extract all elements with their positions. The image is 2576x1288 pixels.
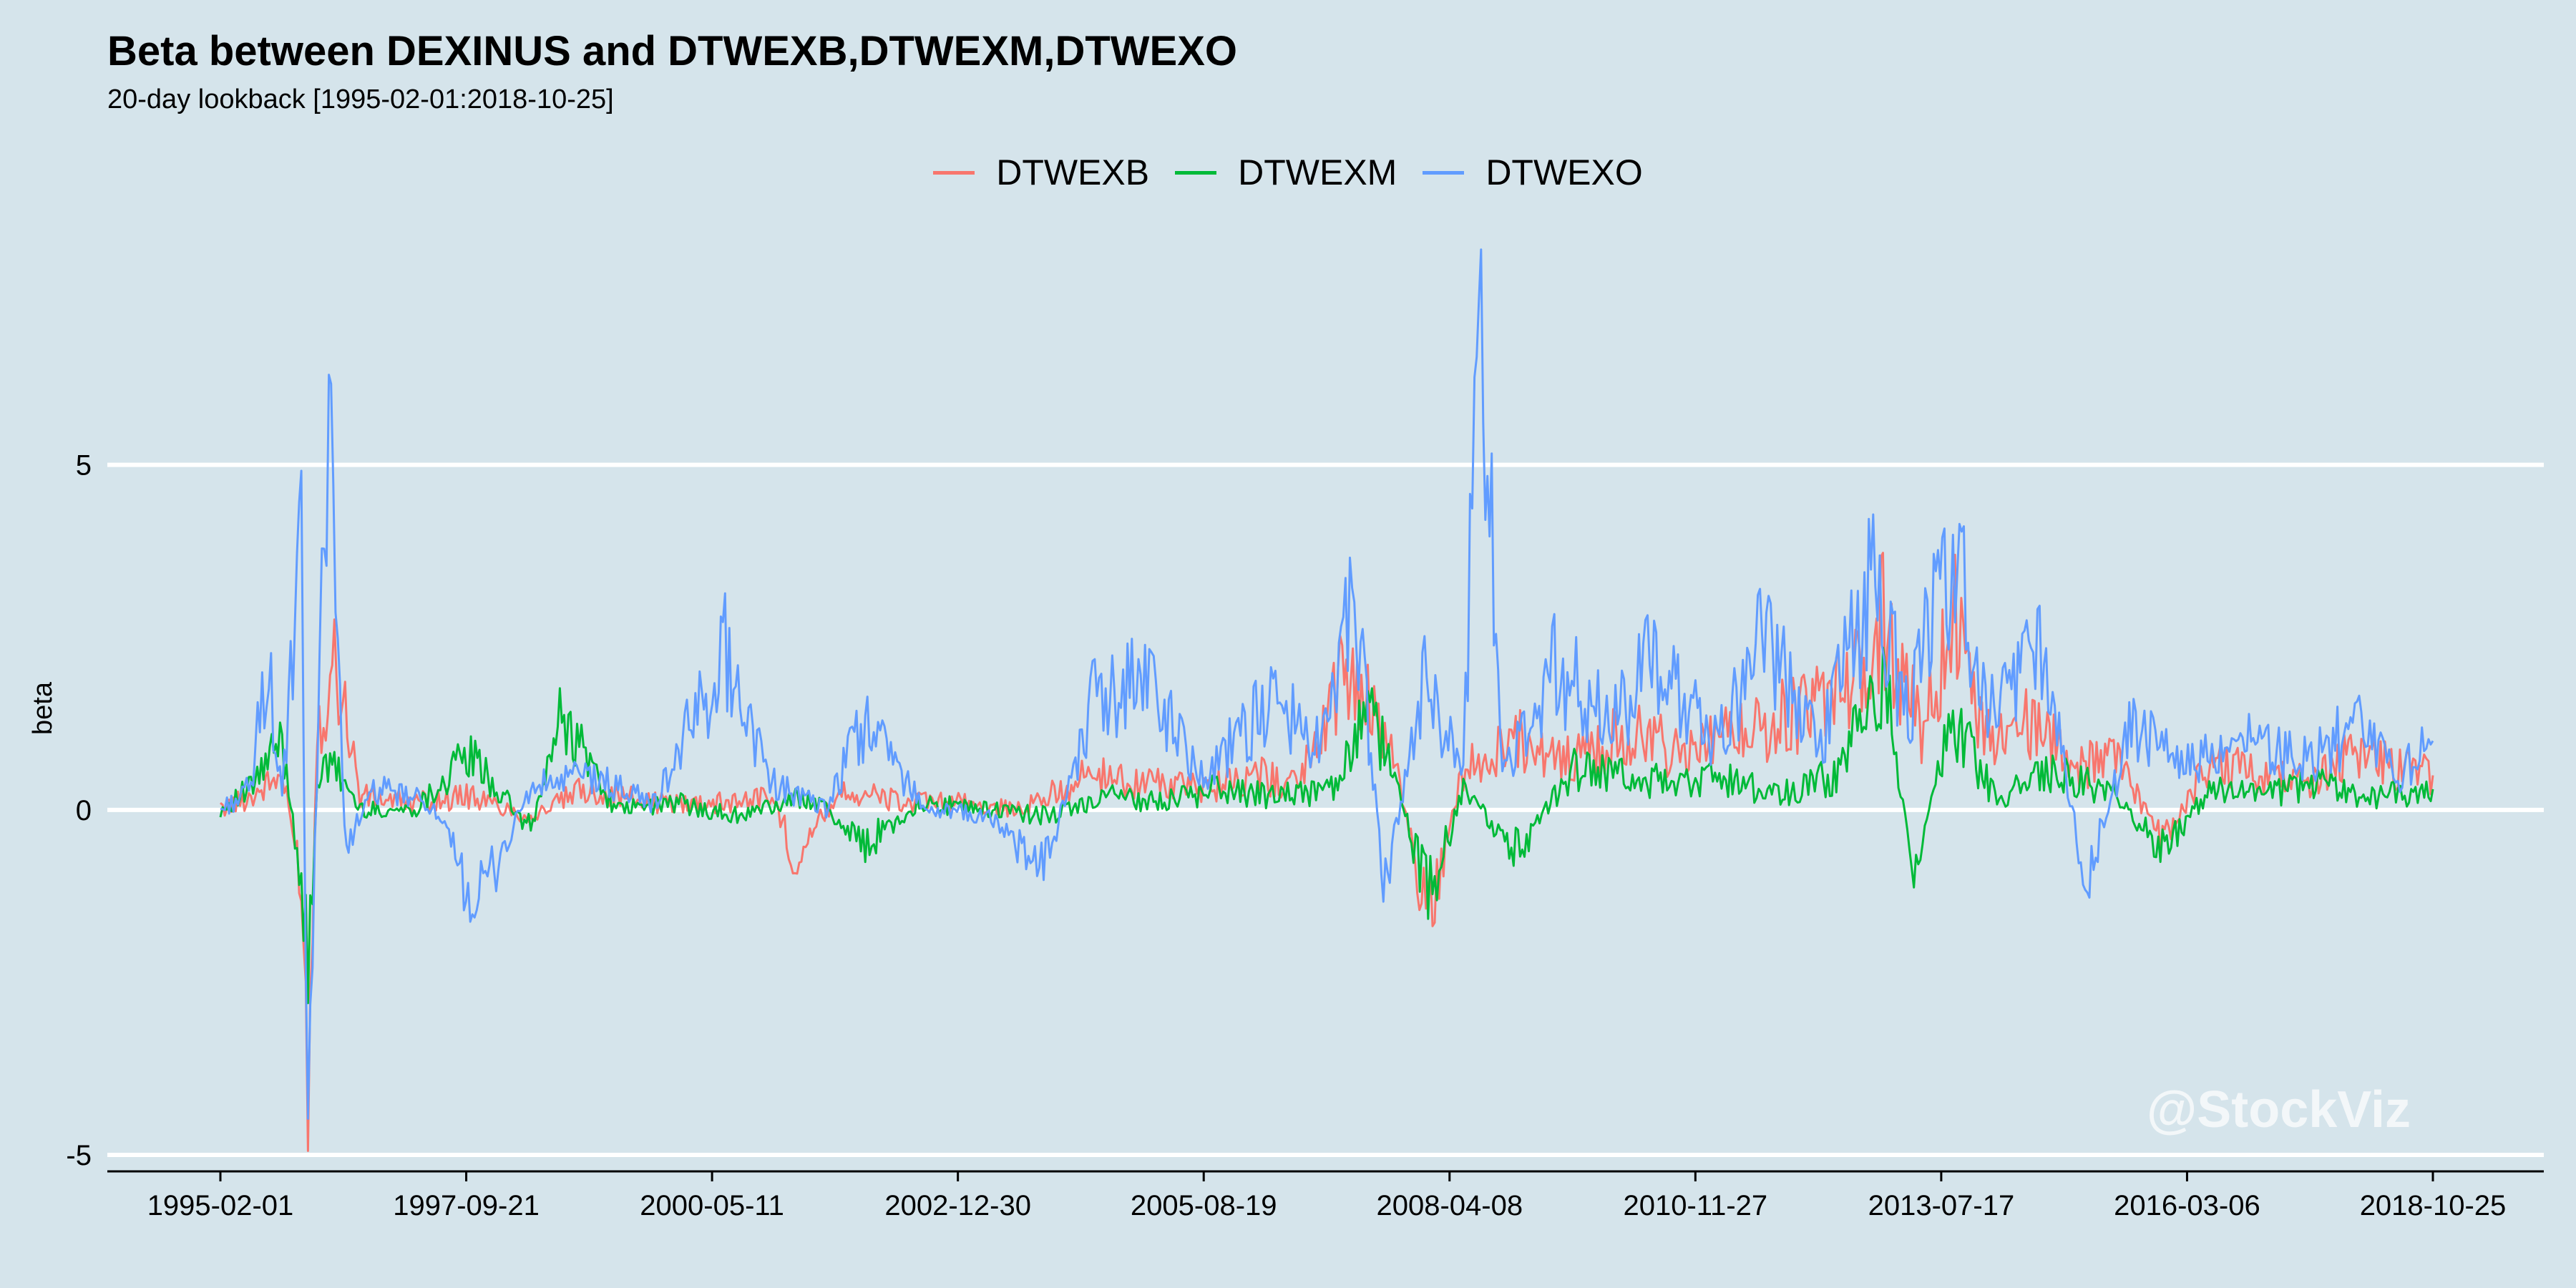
- legend-item-dtwexb: DTWEXB: [933, 152, 1149, 193]
- x-tick-label: 2010-11-27: [1624, 1190, 1768, 1221]
- y-tick-label: 5: [76, 450, 92, 482]
- x-tick-label: 2005-08-19: [1131, 1190, 1277, 1221]
- legend-swatch-dtwexo: [1423, 170, 1465, 175]
- legend: DTWEXB DTWEXM DTWEXO: [0, 152, 2576, 193]
- series-line-dtwexo: [220, 248, 2434, 1120]
- watermark: @StockViz: [2147, 1081, 2411, 1138]
- chart-subtitle: 20-day lookback [1995-02-01:2018-10-25]: [107, 84, 614, 114]
- legend-item-dtwexo: DTWEXO: [1423, 152, 1643, 193]
- grid-layer: [107, 462, 2544, 1157]
- legend-label-dtwexm: DTWEXM: [1238, 152, 1397, 192]
- x-tick-label: 2000-05-11: [640, 1190, 784, 1221]
- x-tick-label: 2016-03-06: [2114, 1190, 2260, 1221]
- y-axis-title: beta: [28, 681, 58, 735]
- legend-label-dtwexb: DTWEXB: [996, 152, 1150, 192]
- series-line-dtwexb: [220, 552, 2434, 1152]
- series-layer: [219, 248, 2434, 1152]
- x-tick-label: 1997-09-21: [393, 1190, 540, 1221]
- x-tick-label: 2002-12-30: [884, 1190, 1031, 1221]
- axis-layer: -5 0 5 1995-02-01 1997-09-21 2000-05-11 2002-1…: [66, 450, 2544, 1221]
- x-tick-label: 1995-02-01: [147, 1190, 294, 1221]
- series-line-dtwexm: [219, 646, 2434, 1005]
- y-tick-label: -5: [66, 1140, 92, 1171]
- y-tick-label: 0: [76, 795, 92, 826]
- chart-title: Beta between DEXINUS and DTWEXB,DTWEXM,D…: [107, 28, 1237, 74]
- legend-swatch-dtwexm: [1175, 170, 1217, 175]
- x-tick-label: 2008-04-08: [1376, 1190, 1523, 1221]
- legend-label-dtwexo: DTWEXO: [1485, 152, 1643, 192]
- legend-item-dtwexm: DTWEXM: [1175, 152, 1397, 193]
- legend-swatch-dtwexb: [933, 170, 975, 175]
- x-tick-label: 2013-07-17: [1868, 1190, 2015, 1221]
- x-tick-label: 2018-10-25: [2360, 1190, 2507, 1221]
